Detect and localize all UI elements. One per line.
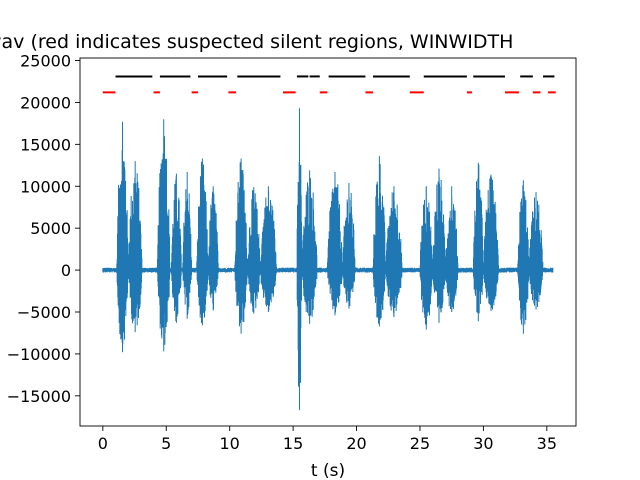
x-tick-label: 35 bbox=[537, 434, 557, 453]
y-tick-label: −5000 bbox=[17, 303, 71, 322]
y-tick-label: 25000 bbox=[20, 52, 71, 71]
x-tick-label: 30 bbox=[473, 434, 493, 453]
x-tick-label: 20 bbox=[346, 434, 366, 453]
x-axis: 0 5 10 15 20 25 30 35 bbox=[98, 426, 557, 453]
x-tick-label: 5 bbox=[161, 434, 171, 453]
x-tick-label: 0 bbox=[98, 434, 108, 453]
y-tick-label: −10000 bbox=[7, 345, 71, 364]
waveform-layer bbox=[102, 108, 554, 411]
y-tick-label: 15000 bbox=[20, 135, 71, 154]
x-tick-label: 25 bbox=[410, 434, 430, 453]
plot-area bbox=[102, 75, 556, 411]
x-axis-label: t (s) bbox=[311, 461, 345, 480]
axes-frame bbox=[79, 57, 577, 427]
waveform-series bbox=[102, 108, 554, 411]
chart-title: wav (red indicates suspected silent regi… bbox=[0, 31, 513, 53]
segment-layer bbox=[102, 75, 556, 94]
y-tick-label: 0 bbox=[61, 261, 71, 280]
y-tick-label: 10000 bbox=[20, 177, 71, 196]
y-tick-label: 5000 bbox=[30, 219, 71, 238]
x-tick-label: 15 bbox=[283, 434, 303, 453]
y-tick-label: −15000 bbox=[7, 387, 71, 406]
x-tick-label: 10 bbox=[220, 434, 240, 453]
y-axis: −15000 −10000 −5000 0 5000 10000 15000 20000 250… bbox=[7, 52, 80, 406]
y-tick-label: 20000 bbox=[20, 93, 71, 112]
